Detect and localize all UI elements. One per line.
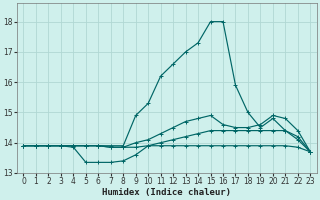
X-axis label: Humidex (Indice chaleur): Humidex (Indice chaleur): [102, 188, 231, 197]
